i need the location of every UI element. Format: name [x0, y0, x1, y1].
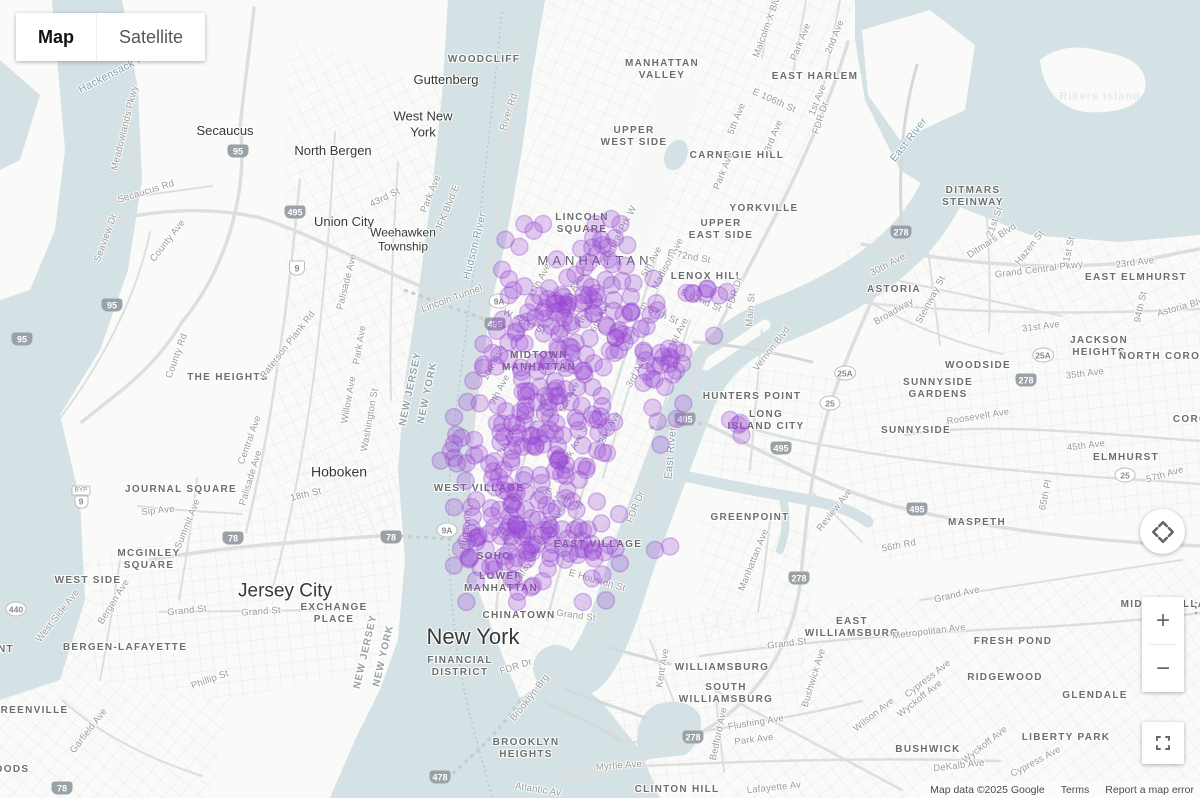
fullscreen-icon — [1156, 736, 1170, 750]
central-park — [602, 76, 702, 262]
pan-control[interactable] — [1140, 509, 1185, 554]
rivers — [533, 162, 968, 699]
satellite-button[interactable]: Satellite — [96, 13, 206, 61]
map-button[interactable]: Map — [16, 13, 96, 61]
overflow-icon[interactable]: ⋮ — [1189, 599, 1200, 615]
report-error-link[interactable]: Report a map error — [1105, 784, 1194, 796]
terms-link[interactable]: Terms — [1060, 784, 1090, 796]
state-boundary — [448, 11, 503, 798]
tunnels — [399, 288, 705, 778]
islands — [700, 10, 1146, 371]
bridges — [542, 63, 919, 742]
zoom-divider — [1149, 644, 1177, 645]
fullscreen-button[interactable] — [1142, 722, 1184, 764]
zoom-out-button[interactable]: − — [1142, 645, 1184, 692]
zoom-control: + − — [1142, 597, 1184, 692]
map-type-control: Map Satellite — [16, 13, 206, 61]
attribution-bar: Map data ©2025 Google Terms Report a map… — [920, 782, 1200, 798]
zoom-in-button[interactable]: + — [1142, 597, 1184, 644]
pan-arrows-icon — [1151, 520, 1174, 543]
map-data-attribution: Map data ©2025 Google — [930, 784, 1045, 796]
